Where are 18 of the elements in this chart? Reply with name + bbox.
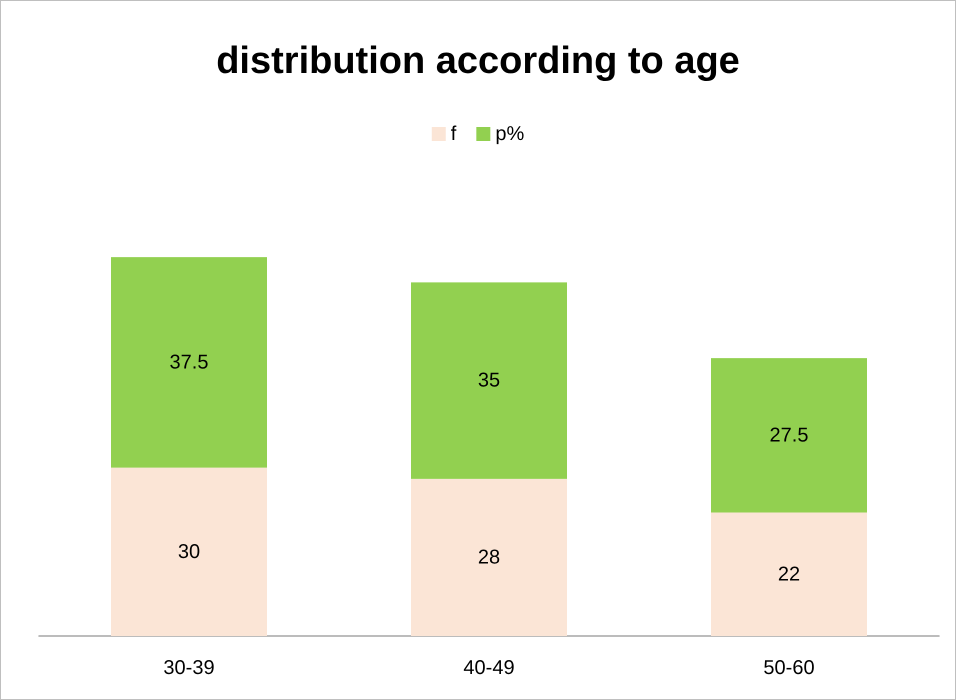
x-tick-label: 50-60 — [763, 657, 815, 679]
x-tick-label: 30-39 — [163, 657, 215, 679]
legend-label: f — [450, 123, 457, 145]
bar — [711, 358, 867, 513]
x-tick-label: 40-49 — [463, 657, 515, 679]
bar — [711, 512, 867, 636]
data-label: 27.5 — [770, 424, 808, 446]
data-label: 37.5 — [170, 351, 208, 374]
bar — [111, 468, 267, 636]
data-label: 28 — [478, 546, 500, 568]
bar — [111, 257, 267, 468]
data-label: 22 — [778, 563, 800, 586]
data-label: 30 — [178, 540, 200, 563]
bar — [411, 282, 567, 479]
legend-label: p% — [495, 123, 524, 145]
chart-title: distribution according to age — [216, 40, 740, 82]
data-label: 35 — [478, 370, 500, 392]
bar — [411, 478, 567, 636]
